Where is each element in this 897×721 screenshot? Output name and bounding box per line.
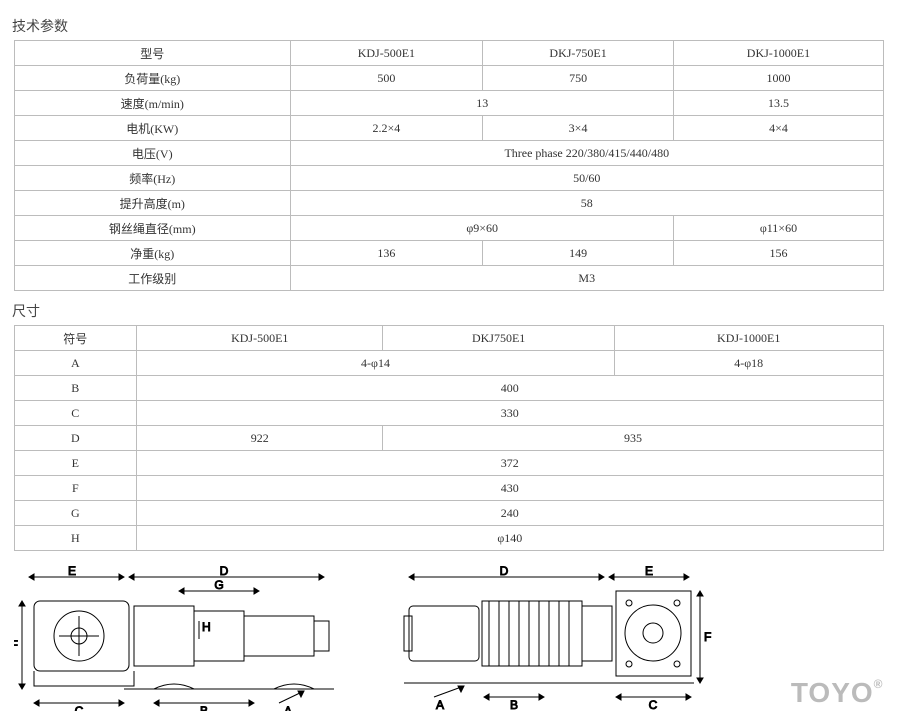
spec-table: 型号KDJ-500E1DKJ-750E1DKJ-1000E1 负荷量(kg)50… <box>14 40 884 291</box>
row-label: C <box>14 401 137 426</box>
row-label: E <box>14 451 137 476</box>
row-value: 922 <box>137 426 383 451</box>
table-row: A4-φ144-φ18 <box>14 351 883 376</box>
row-value: 149 <box>482 241 674 266</box>
dim-label-D: D <box>219 564 228 578</box>
table-header-model: DKJ750E1 <box>383 326 615 351</box>
row-label: 提升高度(m) <box>14 191 291 216</box>
row-value: 372 <box>137 451 883 476</box>
dim-label-C2: C <box>648 698 657 711</box>
row-label: D <box>14 426 137 451</box>
row-value: 4×4 <box>674 116 883 141</box>
row-label: 钢丝绳直径(mm) <box>14 216 291 241</box>
row-value: 136 <box>291 241 483 266</box>
dim-label-F: F <box>14 638 18 652</box>
table-row: 电压(V)Three phase 220/380/415/440/480 <box>14 141 883 166</box>
table-row: 速度(m/min)1313.5 <box>14 91 883 116</box>
row-value: 4-φ18 <box>614 351 883 376</box>
table-header-model: KDJ-500E1 <box>137 326 383 351</box>
table-row: E372 <box>14 451 883 476</box>
table-row: Hφ140 <box>14 526 883 551</box>
dim-label-G: G <box>214 578 223 592</box>
dim-label-F2: F <box>704 630 711 644</box>
row-value: φ9×60 <box>291 216 674 241</box>
row-value: 500 <box>291 66 483 91</box>
row-value: 3×4 <box>482 116 674 141</box>
row-value: φ11×60 <box>674 216 883 241</box>
dim-label-E2: E <box>644 564 652 578</box>
row-value: Three phase 220/380/415/440/480 <box>291 141 883 166</box>
dimension-diagrams: E D G F C <box>14 561 884 711</box>
row-label: G <box>14 501 137 526</box>
row-label: 净重(kg) <box>14 241 291 266</box>
dim-label-A: A <box>284 704 292 711</box>
row-value: 50/60 <box>291 166 883 191</box>
row-value: M3 <box>291 266 883 291</box>
table-header-model: KDJ-500E1 <box>291 41 483 66</box>
row-label: F <box>14 476 137 501</box>
brand-mark: ® <box>874 677 884 691</box>
table-row: G240 <box>14 501 883 526</box>
row-value: 156 <box>674 241 883 266</box>
table-row: F430 <box>14 476 883 501</box>
dim-label-A2: A <box>436 698 444 711</box>
spec-section-title: 技术参数 <box>12 16 887 36</box>
table-row: 提升高度(m)58 <box>14 191 883 216</box>
row-value: φ140 <box>137 526 883 551</box>
dim-label-D2: D <box>499 564 508 578</box>
row-value: 750 <box>482 66 674 91</box>
table-header-model: KDJ-1000E1 <box>614 326 883 351</box>
row-value: 4-φ14 <box>137 351 615 376</box>
row-value: 240 <box>137 501 883 526</box>
brand-text: TOYO <box>791 677 874 708</box>
dim-label-B2: B <box>509 698 517 711</box>
row-label: H <box>14 526 137 551</box>
dim-table: 符号KDJ-500E1DKJ750E1KDJ-1000E1 A4-φ144-φ1… <box>14 325 884 551</box>
table-row: 工作级别M3 <box>14 266 883 291</box>
dim-label-E: E <box>67 564 75 578</box>
row-label: 工作级别 <box>14 266 291 291</box>
table-row: 频率(Hz)50/60 <box>14 166 883 191</box>
table-header-label: 型号 <box>14 41 291 66</box>
row-value: 330 <box>137 401 883 426</box>
row-value: 2.2×4 <box>291 116 483 141</box>
table-row: D922935 <box>14 426 883 451</box>
row-value: 935 <box>383 426 883 451</box>
table-header-model: DKJ-1000E1 <box>674 41 883 66</box>
dim-section-title: 尺寸 <box>12 301 887 321</box>
row-label: 频率(Hz) <box>14 166 291 191</box>
table-row: 净重(kg)136149156 <box>14 241 883 266</box>
dim-label-H: H <box>202 620 211 634</box>
brand-logo: TOYO® <box>791 677 884 709</box>
row-value: 430 <box>137 476 883 501</box>
row-label: 电机(KW) <box>14 116 291 141</box>
table-row: 负荷量(kg)5007501000 <box>14 66 883 91</box>
table-row: B400 <box>14 376 883 401</box>
table-header-model: DKJ-750E1 <box>482 41 674 66</box>
row-label: A <box>14 351 137 376</box>
table-header-label: 符号 <box>14 326 137 351</box>
row-label: B <box>14 376 137 401</box>
table-row: C330 <box>14 401 883 426</box>
table-row: 电机(KW)2.2×43×44×4 <box>14 116 883 141</box>
row-value: 58 <box>291 191 883 216</box>
dim-label-B: B <box>199 704 207 711</box>
table-row: 钢丝绳直径(mm)φ9×60φ11×60 <box>14 216 883 241</box>
row-value: 400 <box>137 376 883 401</box>
row-value: 13 <box>291 91 674 116</box>
row-value: 1000 <box>674 66 883 91</box>
row-value: 13.5 <box>674 91 883 116</box>
row-label: 负荷量(kg) <box>14 66 291 91</box>
dim-label-C: C <box>74 704 83 711</box>
row-label: 速度(m/min) <box>14 91 291 116</box>
row-label: 电压(V) <box>14 141 291 166</box>
